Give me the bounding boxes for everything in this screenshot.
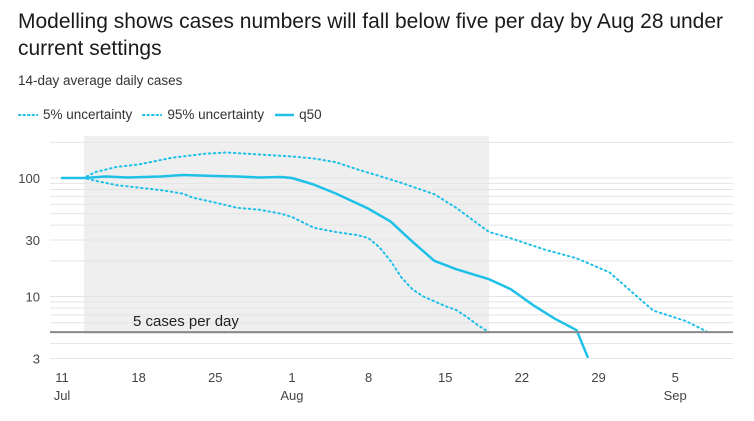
y-tick-label: 100 <box>18 171 40 186</box>
x-tick-label: 18 <box>131 370 145 385</box>
x-tick-month-label: Aug <box>280 388 303 403</box>
legend-label: 5% uncertainty <box>43 107 133 122</box>
uncertainty-shaded-region <box>83 136 490 334</box>
x-tick-label: 5 <box>672 370 679 385</box>
legend-swatch-dotted-icon <box>18 113 38 116</box>
legend-label: q50 <box>299 107 322 122</box>
chart-legend: 5% uncertainty 95% uncertainty q50 <box>18 107 332 122</box>
y-tick-label: 30 <box>26 233 40 248</box>
x-tick-month-label: Jul <box>54 388 71 403</box>
legend-item-5pct: 5% uncertainty <box>18 107 132 122</box>
legend-label: 95% uncertainty <box>167 107 265 122</box>
chart-subtitle: 14-day average daily cases <box>18 73 183 88</box>
legend-item-95pct: 95% uncertainty <box>142 107 264 122</box>
x-tick-label: 25 <box>208 370 222 385</box>
y-tick-label: 3 <box>33 351 40 366</box>
x-tick-month-label: Sep <box>664 388 687 403</box>
chart-title: Modelling shows cases numbers will fall … <box>18 10 724 60</box>
series-line-p05 <box>61 177 490 334</box>
x-tick-label: 15 <box>438 370 452 385</box>
reference-line-label: 5 cases per day <box>133 313 239 330</box>
x-tick-label: 22 <box>515 370 529 385</box>
x-tick-label: 11 <box>55 370 69 385</box>
legend-swatch-solid-icon <box>275 113 295 116</box>
y-tick-label: 10 <box>26 290 40 305</box>
legend-swatch-dotted-icon <box>142 113 163 116</box>
legend-item-q50: q50 <box>274 107 322 122</box>
x-tick-label: 8 <box>365 370 372 385</box>
series-line-p95 <box>61 151 709 334</box>
x-tick-label: 29 <box>591 370 605 385</box>
series-line-q50 <box>60 173 589 359</box>
x-tick-label: 1 <box>288 370 295 385</box>
